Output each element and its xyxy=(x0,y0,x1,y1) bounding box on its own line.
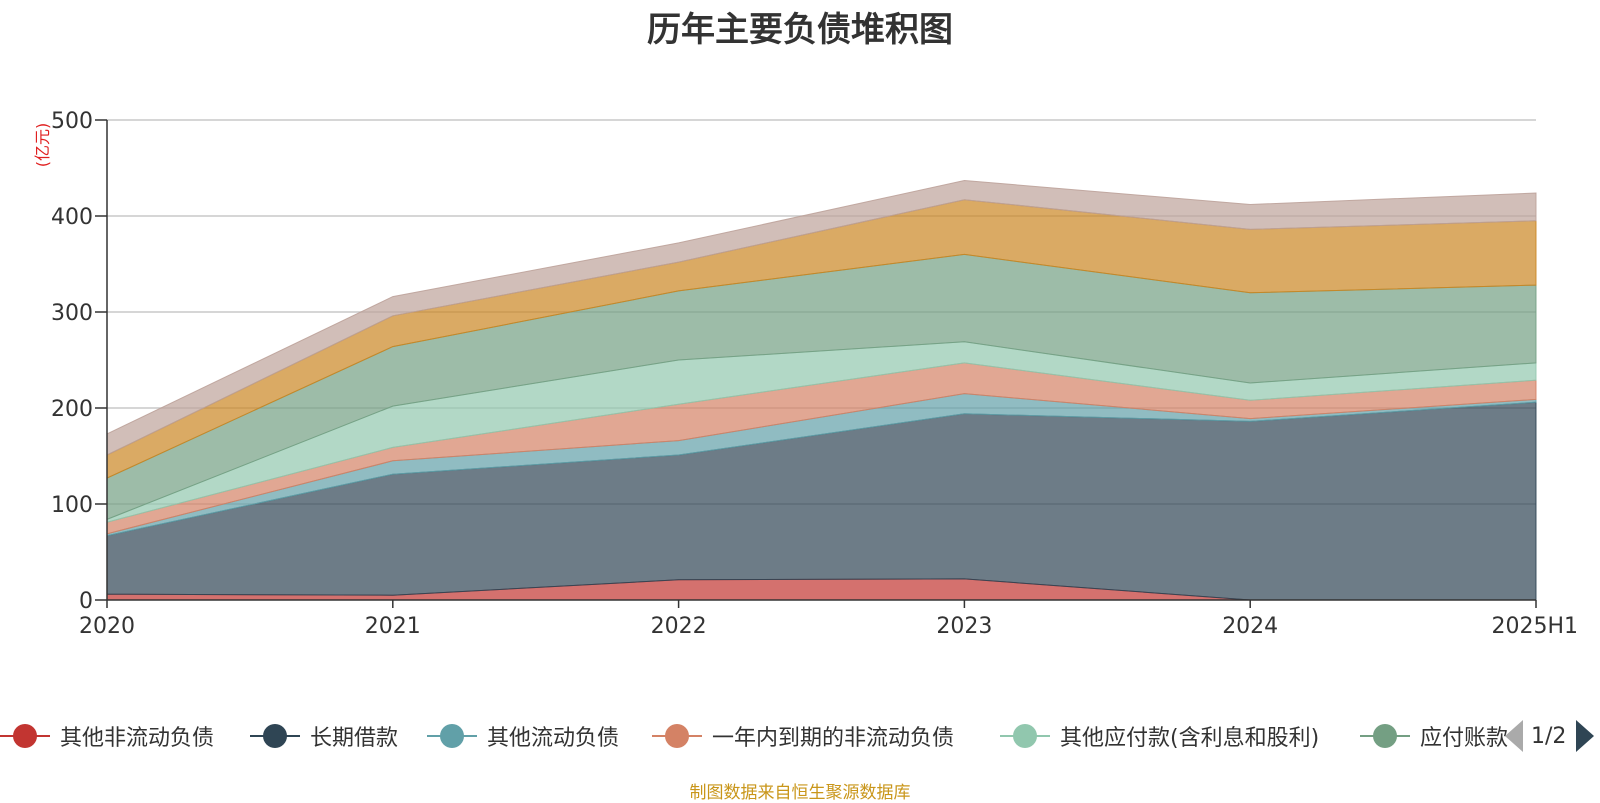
legend-marker-icon xyxy=(652,724,702,748)
chart-title: 历年主要负债堆积图 xyxy=(647,10,953,50)
legend-item-4[interactable]: 其他应付款(含利息和股利) xyxy=(1000,714,1319,758)
x-tick-label-5: 2025H1 xyxy=(1491,614,1578,639)
legend-marker-icon xyxy=(427,724,477,748)
axis-layer: 0 100 200 300 400 500 2020 2021 2022 2023 2024 2025… xyxy=(51,109,1578,639)
x-tick-label-3: 2023 xyxy=(936,614,992,639)
legend-label: 其他非流动负债 xyxy=(60,726,215,751)
source-note: 制图数据来自恒生聚源数据库 xyxy=(689,783,911,803)
legend: 其他非流动负债 长期借款 其他流动负债 一年内到期的非流动负债 其他应付款(含利息和股利… xyxy=(0,714,1510,758)
legend-item-2[interactable]: 其他流动负债 xyxy=(427,714,619,758)
legend-item-3[interactable]: 一年内到期的非流动负债 xyxy=(652,714,954,758)
legend-prev-page-icon[interactable] xyxy=(1505,720,1523,752)
legend-marker-icon xyxy=(250,724,300,748)
x-tick-label-4: 2024 xyxy=(1222,614,1278,639)
area-series-7 xyxy=(106,179,1537,456)
legend-marker-icon xyxy=(1360,724,1410,748)
legend-next-page-icon[interactable] xyxy=(1576,720,1595,752)
legend-item-0[interactable]: 其他非流动负债 xyxy=(0,714,214,758)
legend-item-1[interactable]: 长期借款 xyxy=(250,714,398,758)
y-unit-label: (亿元) xyxy=(33,123,52,168)
legend-marker-icon xyxy=(1000,724,1050,748)
y-tick-label-4: 400 xyxy=(51,205,93,230)
legend-label: 一年内到期的非流动负债 xyxy=(712,726,955,751)
y-tick-label-2: 200 xyxy=(51,397,93,422)
x-tick-label-2: 2022 xyxy=(651,614,707,639)
legend-marker-icon xyxy=(0,724,50,748)
y-tick-label-1: 100 xyxy=(51,493,93,518)
y-tick-label-3: 300 xyxy=(51,301,93,326)
x-tick-label-1: 2021 xyxy=(365,614,421,639)
area-layer xyxy=(106,179,1537,601)
y-tick-label-0: 0 xyxy=(79,589,93,614)
y-tick-label-5: 500 xyxy=(51,109,93,134)
legend-item-5[interactable]: 应付账款 xyxy=(1360,714,1508,758)
legend-label: 其他流动负债 xyxy=(487,726,620,751)
legend-label: 长期借款 xyxy=(310,726,399,751)
legend-label: 其他应付款(含利息和股利) xyxy=(1060,726,1320,751)
legend-label: 应付账款 xyxy=(1420,726,1509,751)
x-tick-label-0: 2020 xyxy=(79,614,135,639)
legend-page-indicator: 1/2 xyxy=(1531,723,1567,749)
legend-pager: 1/2 xyxy=(1505,714,1600,758)
